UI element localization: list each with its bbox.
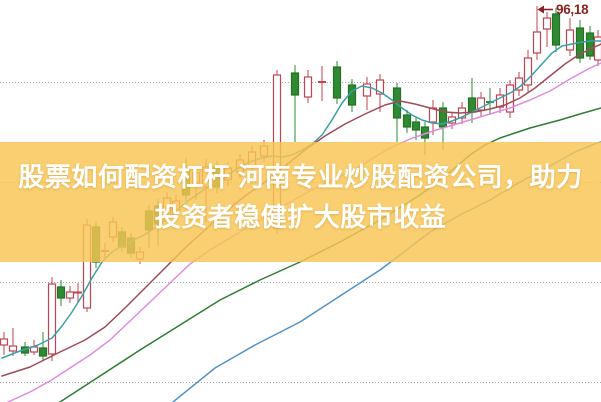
price-annotation: 96,18 xyxy=(537,2,589,17)
price-annotation-text: 96,18 xyxy=(556,2,589,17)
promo-banner: 股票如何配资杠杆 河南专业炒股配资公司，助力 投资者稳健扩大股市收益 xyxy=(0,142,601,262)
banner-title-line1: 股票如何配资杠杆 河南专业炒股配资公司，助力 xyxy=(18,162,583,192)
left-arrow-icon xyxy=(537,5,553,14)
banner-title-line2: 投资者稳健扩大股市收益 xyxy=(154,202,447,232)
